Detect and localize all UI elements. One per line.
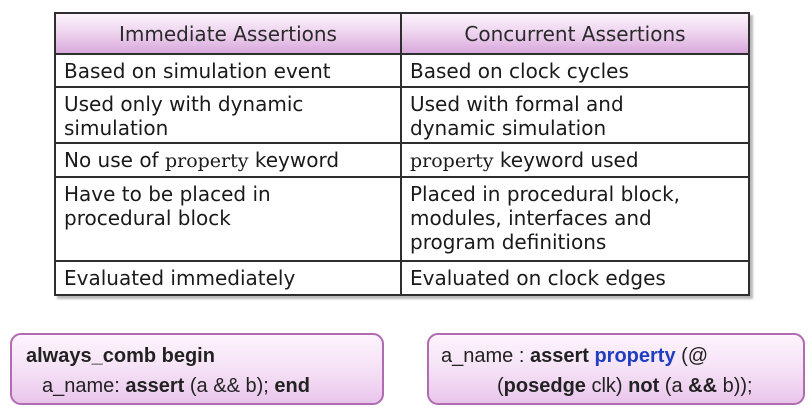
immediate-assertion-code-box: always_comb begin a_name: assert (a && b… xyxy=(10,333,384,405)
concurrent-cell: Based on clock cycles xyxy=(400,53,750,88)
header-immediate-assertions: Immediate Assertions xyxy=(54,12,402,55)
immediate-cell: Have to be placed in procedural block xyxy=(54,176,402,262)
code-line: a_name : assert property (@ xyxy=(441,341,803,371)
posedge-keyword: posedge xyxy=(503,375,586,397)
assert-keyword: assert xyxy=(125,375,185,397)
header-concurrent-assertions: Concurrent Assertions xyxy=(400,12,750,55)
concurrent-assertion-code-box: a_name : assert property (@ (posedge clk… xyxy=(427,333,805,405)
immediate-cell: No use of property keyword xyxy=(54,142,402,178)
end-keyword: end xyxy=(274,375,310,397)
cell-line: dynamic simulation xyxy=(410,116,607,140)
table-row: Have to be placed in procedural block Pl… xyxy=(54,176,750,262)
cell-line: Evaluated immediately xyxy=(64,266,296,290)
code-line: (posedge clk) not (a && b)); xyxy=(441,371,803,401)
cell-line: simulation xyxy=(64,116,169,140)
property-keyword: property xyxy=(164,150,249,172)
code-line: always_comb begin xyxy=(26,341,382,371)
concurrent-cell: Used with formal and dynamic simulation xyxy=(400,86,750,144)
property-keyword: property xyxy=(594,345,676,367)
table-header-row: Immediate Assertions Concurrent Assertio… xyxy=(54,12,750,55)
cell-line: Based on simulation event xyxy=(64,59,331,83)
cell-text: No use of xyxy=(64,148,165,172)
assert-expression: (a && b); xyxy=(184,375,275,397)
code-line: a_name: assert (a && b); end xyxy=(26,371,382,401)
property-keyword: property xyxy=(410,150,494,172)
cell-line: Used with formal and xyxy=(410,92,624,116)
operand-b: b)); xyxy=(717,375,753,397)
and-operator: && xyxy=(688,375,718,397)
assert-keyword: assert xyxy=(529,345,589,367)
immediate-cell: Evaluated immediately xyxy=(54,260,402,296)
cell-line: Based on clock cycles xyxy=(410,59,629,83)
cell-line: Placed in procedural block, xyxy=(410,182,681,206)
assertion-name: a_name : xyxy=(441,345,530,367)
clk-text: clk) xyxy=(585,375,629,397)
cell-line: Have to be placed in xyxy=(64,182,271,206)
immediate-cell: Used only with dynamic simulation xyxy=(54,86,402,144)
immediate-cell: Based on simulation event xyxy=(54,53,402,88)
concurrent-cell: Evaluated on clock edges xyxy=(400,260,750,296)
operand-a: (a xyxy=(659,375,689,397)
cell-line: Used only with dynamic xyxy=(64,92,304,116)
cell-line: program definitions xyxy=(410,230,607,254)
cell-line: procedural block xyxy=(64,206,231,230)
cell-text: keyword used xyxy=(493,148,639,172)
table-row: Evaluated immediately Evaluated on clock… xyxy=(54,260,750,296)
cell-line: Evaluated on clock edges xyxy=(410,266,666,290)
table-row: No use of property keyword property keyw… xyxy=(54,142,750,178)
assertion-name: a_name: xyxy=(42,375,126,397)
not-keyword: not xyxy=(628,375,660,397)
concurrent-cell: Placed in procedural block, modules, int… xyxy=(400,176,750,262)
always-comb-begin: always_comb begin xyxy=(26,345,215,367)
cell-text: keyword xyxy=(248,148,340,172)
cell-line: modules, interfaces and xyxy=(410,206,652,230)
table-row: Based on simulation event Based on clock… xyxy=(54,53,750,88)
open-paren: ( xyxy=(497,375,504,397)
table-row: Used only with dynamic simulation Used w… xyxy=(54,86,750,144)
open-paren-at: (@ xyxy=(675,345,709,367)
concurrent-cell: property keyword used xyxy=(400,142,750,178)
assertion-comparison-table: Immediate Assertions Concurrent Assertio… xyxy=(54,12,750,296)
